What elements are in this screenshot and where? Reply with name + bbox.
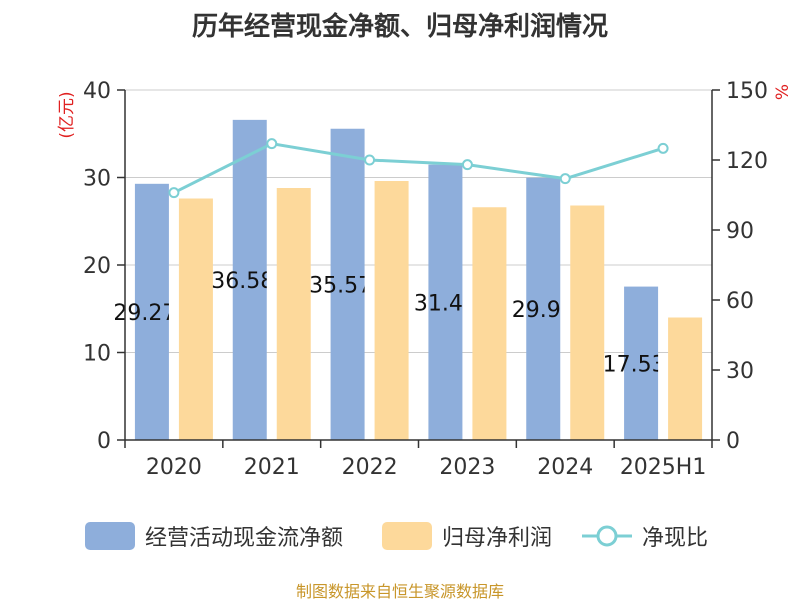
bar-cashflow-2020: [134, 183, 169, 440]
data-label-cashflow-2024: 29.98: [512, 298, 575, 323]
bar-profit-2025H1: [668, 317, 703, 440]
y-right-tick-label: 120: [726, 149, 768, 174]
data-label-cashflow-2025H1: 17.533: [603, 352, 680, 377]
x-tick-label: 2025H1: [620, 455, 707, 480]
y-right-tick-label: 0: [726, 429, 740, 454]
legend-label-profit: 归母净利润: [442, 526, 553, 551]
bar-profit-2023: [472, 207, 507, 440]
source-note: 制图数据来自恒生聚源数据库: [295, 582, 504, 601]
bar-profit-2024: [570, 205, 605, 440]
data-label-cashflow-2020: 29.279: [113, 301, 190, 326]
point-ratio-2023: [461, 159, 473, 171]
point-ratio-2025H1: [657, 142, 669, 154]
bar-cashflow-2023: [428, 164, 463, 440]
x-tick-label: 2024: [537, 455, 593, 480]
y-left-tick-label: 30: [83, 167, 111, 192]
bar-profit-2022: [374, 181, 409, 440]
x-tick-label: 2023: [439, 455, 495, 480]
legend: 经营活动现金流净额 归母净利润 净现比: [0, 518, 800, 554]
point-ratio-2020: [168, 187, 180, 199]
bar-profit-2020: [178, 198, 213, 440]
y-right-tick-label: 150: [726, 79, 768, 104]
legend-label-ratio: 净现比: [642, 526, 709, 551]
y-left-axis-label: (亿元): [57, 91, 77, 138]
legend-label-cashflow: 经营活动现金流净额: [145, 526, 344, 551]
bar-profit-2021: [276, 188, 311, 440]
y-left-tick-label: 20: [83, 254, 111, 279]
point-ratio-2022: [364, 154, 376, 166]
legend-swatch-cashflow: [85, 522, 135, 550]
y-right-tick-label: 60: [726, 289, 754, 314]
bar-cashflow-2021: [232, 119, 267, 441]
bar-cashflow-2024: [526, 177, 561, 441]
point-ratio-2024: [559, 173, 571, 185]
data-label-cashflow-2021: 36.587: [211, 269, 288, 294]
y-right-tick-label: 90: [726, 219, 754, 244]
y-left-tick-label: 40: [83, 79, 111, 104]
x-tick-label: 2022: [342, 455, 398, 480]
data-label-cashflow-2023: 31.47: [414, 291, 477, 316]
x-tick-label: 2020: [146, 455, 202, 480]
y-left-tick-label: 0: [97, 429, 111, 454]
legend-item-cashflow[interactable]: 经营活动现金流净额: [85, 518, 343, 554]
y-right-axis-label: %: [773, 84, 793, 100]
bar-cashflow-2022: [330, 128, 365, 440]
data-label-cashflow-2022: 35.572: [309, 273, 386, 298]
bar-cashflow-2025H1: [624, 286, 659, 440]
x-tick-label: 2021: [244, 455, 300, 480]
y-left-tick-label: 10: [83, 342, 111, 367]
line-ratio: [173, 142, 664, 195]
legend-item-profit[interactable]: 归母净利润: [382, 518, 552, 554]
y-right-tick-label: 30: [726, 359, 754, 384]
point-ratio-2021: [266, 138, 278, 150]
legend-swatch-profit: [382, 522, 432, 550]
legend-item-ratio[interactable]: 净现比: [582, 518, 708, 554]
legend-line-ratio-icon: [582, 522, 632, 550]
chart-title: 历年经营现金净额、归母净利润情况: [191, 12, 608, 42]
